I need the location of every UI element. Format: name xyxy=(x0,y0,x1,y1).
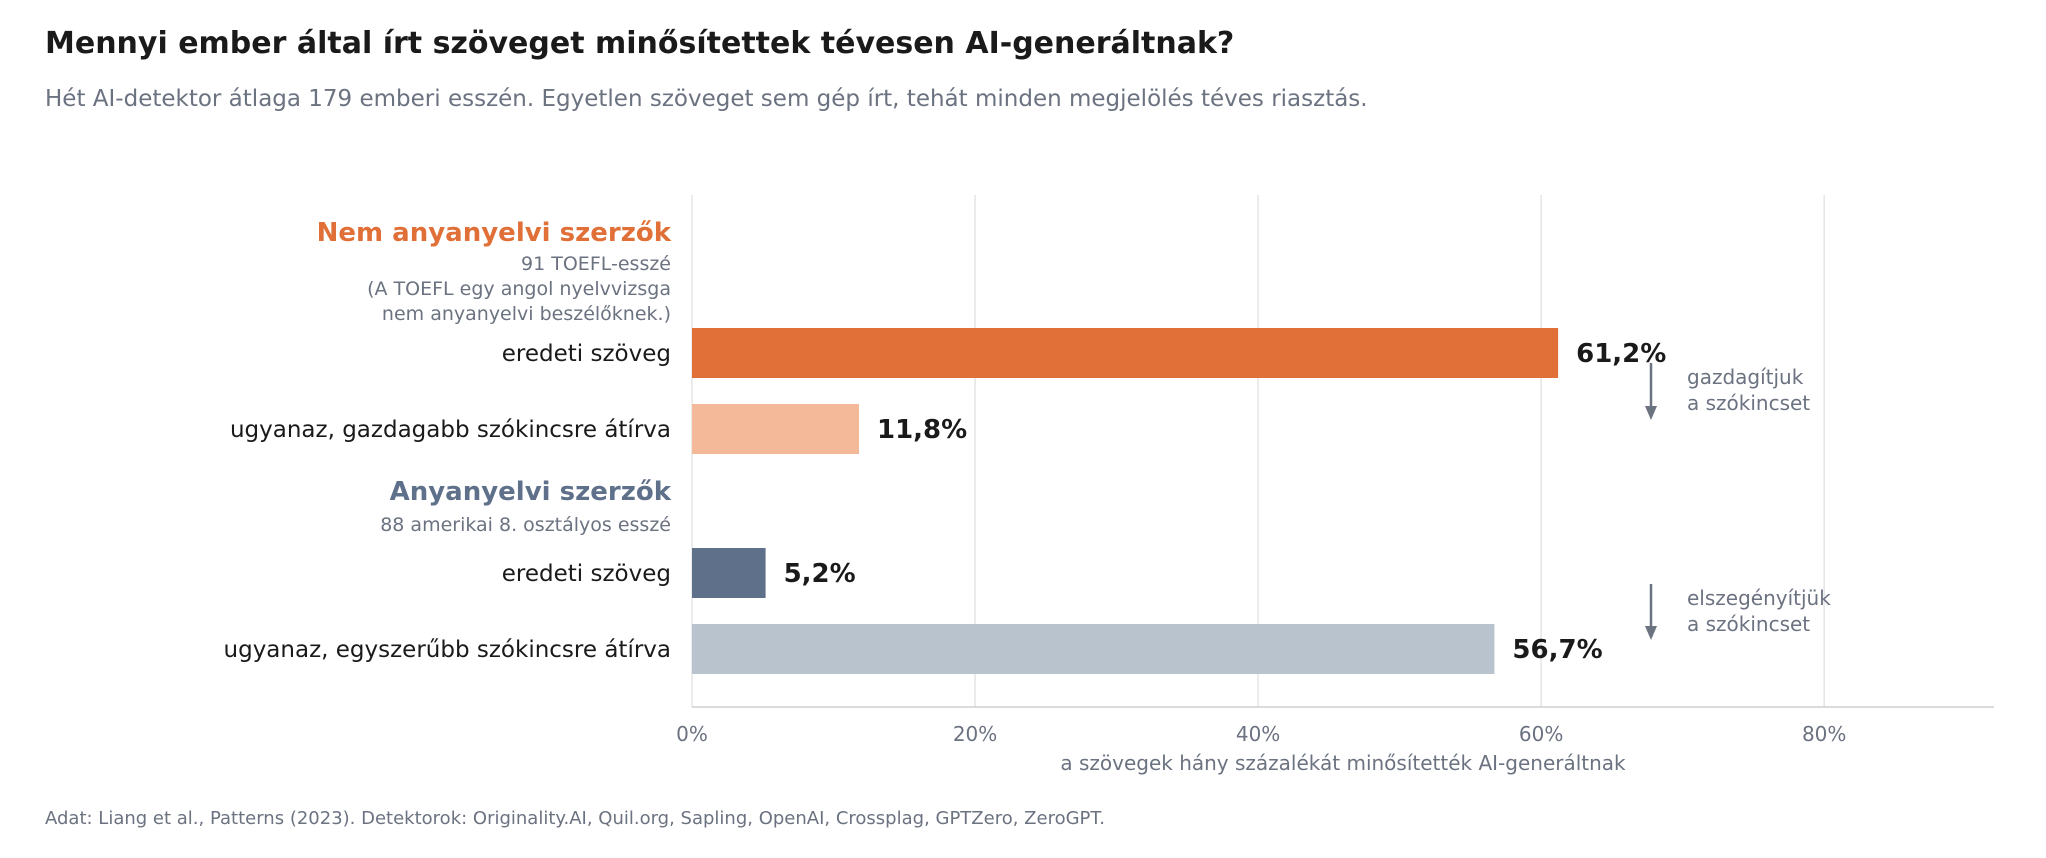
arrow-down-icon xyxy=(1645,406,1657,420)
x-tick-label: 40% xyxy=(1236,722,1280,746)
category-label: eredeti szöveg xyxy=(502,561,671,587)
group-heading: Nem anyanyelvi szerzők xyxy=(317,218,672,248)
group-note: 88 amerikai 8. osztályos esszé xyxy=(380,514,671,536)
annotation-text: elszegényítjük xyxy=(1687,586,1831,610)
chart-subtitle: Hét AI-detektor átlaga 179 emberi esszén… xyxy=(45,86,1368,112)
x-tick-label: 0% xyxy=(676,722,708,746)
x-tick-label: 60% xyxy=(1519,722,1563,746)
x-axis-label: a szövegek hány százalékát minősítették … xyxy=(1060,751,1626,775)
bar xyxy=(692,328,1559,378)
arrow-down-icon xyxy=(1645,626,1657,640)
group-note: nem anyanyelvi beszélőknek.) xyxy=(382,303,671,325)
chart-title: Mennyi ember által írt szöveget minősíte… xyxy=(45,26,1235,61)
group-note: 91 TOEFL-esszé xyxy=(521,253,671,275)
data-label: 5,2% xyxy=(784,559,856,589)
data-label: 61,2% xyxy=(1576,339,1666,369)
group-note: (A TOEFL egy angol nyelvvizsga xyxy=(367,278,671,300)
group-heading: Anyanyelvi szerzők xyxy=(390,477,672,507)
source-note: Adat: Liang et al., Patterns (2023). Det… xyxy=(45,808,1105,829)
data-label: 11,8% xyxy=(877,415,967,445)
bar xyxy=(692,404,859,454)
category-label: ugyanaz, gazdagabb szókincsre átírva xyxy=(230,417,671,443)
annotation-text: a szókincset xyxy=(1687,391,1810,415)
bar xyxy=(692,548,766,598)
x-tick-label: 20% xyxy=(953,722,997,746)
x-tick-label: 80% xyxy=(1802,722,1846,746)
data-label: 56,7% xyxy=(1512,635,1602,665)
bar xyxy=(692,624,1495,674)
annotation-text: a szókincset xyxy=(1687,612,1810,636)
category-label: ugyanaz, egyszerűbb szókincsre átírva xyxy=(224,637,671,663)
category-label: eredeti szöveg xyxy=(502,341,671,367)
annotation-text: gazdagítjuk xyxy=(1687,365,1804,389)
